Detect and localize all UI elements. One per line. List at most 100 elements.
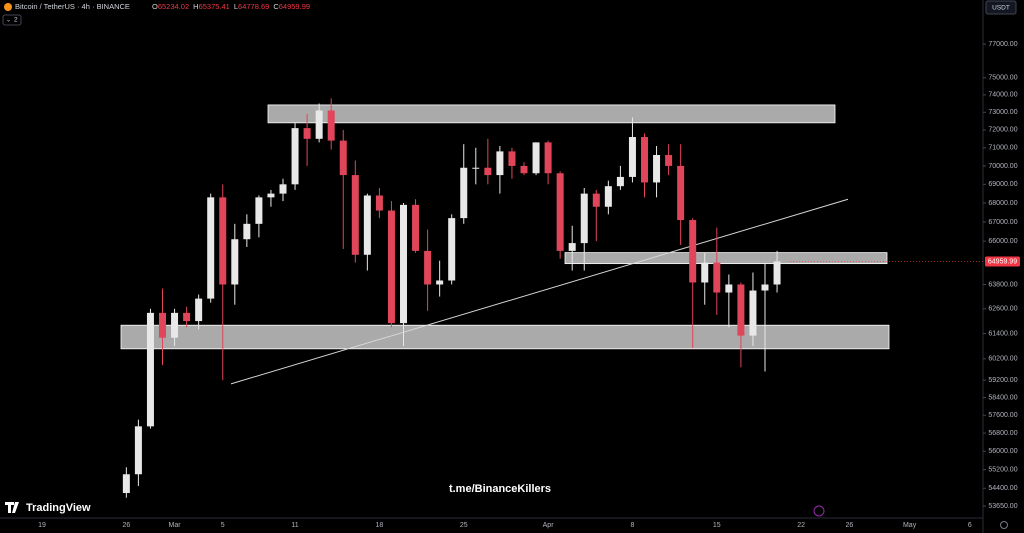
candle-body [761,284,769,291]
x-tick-label: 18 [376,522,384,529]
candle-body [255,197,263,224]
ohlc-value: 64959.99 [279,2,310,11]
currency-button[interactable] [985,0,1017,15]
candle-body [472,167,480,169]
chart-title: Bitcoin / TetherUS · 4h · BINANCE [15,2,130,11]
ohlc-key: C [273,2,279,11]
price-zone [267,104,836,124]
candle-body [689,220,697,283]
ohlc-value: 65375.41 [199,2,230,11]
candle-body [508,151,516,166]
candle-body [677,165,685,221]
coin-icon [4,3,12,11]
candle-body [616,176,624,187]
candle-body [267,193,275,198]
x-tick-label: 8 [630,522,634,529]
candle-body [375,195,383,211]
candle-body [207,197,215,299]
candle-body [628,137,636,177]
x-tick-label: 19 [38,522,46,529]
y-tick-label: 56000.00 [988,448,1017,455]
candle-body [580,193,588,244]
candle-body [291,128,299,185]
candle-body [665,155,673,166]
y-tick-label: 53650.00 [988,503,1017,510]
candle-body [641,137,648,183]
candle-body [195,298,203,322]
candle-body [400,204,407,324]
brand-name: TradingView [26,502,91,514]
candle-body [351,175,359,255]
y-tick-label: 71000.00 [988,145,1017,152]
candle-body [484,167,492,176]
watermark: t.me/BinanceKillers [449,483,551,495]
y-tick-label: 72000.00 [988,127,1017,134]
candle-body [737,284,745,336]
ohlc-key: H [193,2,198,11]
last-price-label: 64959.99 [988,258,1017,265]
candle-body [773,261,781,285]
plot-area [120,98,890,498]
ohlc-key: L [234,2,238,11]
y-tick-label: 57600.00 [988,412,1017,419]
y-tick-label: 68000.00 [988,200,1017,207]
candle-body [231,239,239,285]
candle-body [568,243,576,251]
x-tick-label: Apr [543,522,555,529]
y-tick-label: 61400.00 [988,330,1017,337]
event-marker[interactable] [813,505,825,517]
x-tick-label: 22 [797,522,805,529]
y-tick-label: 58400.00 [988,394,1017,401]
trendline [230,198,849,385]
ohlc-readout: O65234.02 H65375.41 L64778.69 C64959.99 [152,2,310,11]
candle-body [412,204,420,251]
x-tick-label: 5 [221,522,225,529]
x-tick-label: 26 [122,522,130,529]
candle-body [544,142,552,174]
candle-body [424,250,432,285]
y-tick-label: 70000.00 [988,163,1017,170]
y-tick-label: 73000.00 [988,109,1017,116]
candle-body [315,110,323,139]
candle-body [303,128,311,139]
y-tick-label: 63800.00 [988,281,1017,288]
candle-body [243,223,251,240]
candle-body [448,218,456,281]
x-tick-label: 26 [845,522,853,529]
candle-body [219,197,227,285]
y-tick-label: 55200.00 [988,466,1017,473]
y-tick-label: 75000.00 [988,75,1017,82]
y-tick-label: 74000.00 [988,92,1017,99]
y-tick-label: 60200.00 [988,356,1017,363]
ohlc-value: 64778.69 [238,2,269,11]
candle-body [436,280,444,285]
candle-body [725,284,733,293]
x-tick-label: 25 [460,522,468,529]
y-tick-label: 69000.00 [988,181,1017,188]
candle-body [701,262,709,283]
y-tick-label: 56800.00 [988,430,1017,437]
candle-body [749,290,757,336]
price-zone [564,252,888,265]
candle-body [604,186,612,207]
candle-body [713,262,721,293]
indicator-toggle[interactable] [2,14,22,26]
brand-logo [5,502,19,513]
candle-body [339,140,347,176]
ohlc-value: 65234.02 [158,2,189,11]
candle-body [159,312,166,338]
settings-icon[interactable] [1000,521,1008,529]
candle-body [363,195,371,255]
candle-body [146,312,154,427]
currency-label: USDT [992,5,1010,12]
y-tick-label: 59200.00 [988,377,1017,384]
price-zone [120,324,890,350]
y-tick-label: 62600.00 [988,306,1017,313]
indicator-chevron: ⌄ [6,18,11,24]
indicator-count: 2 [14,17,18,24]
candle-body [653,155,661,183]
y-tick-label: 77000.00 [988,41,1017,48]
candle-body [460,167,468,219]
